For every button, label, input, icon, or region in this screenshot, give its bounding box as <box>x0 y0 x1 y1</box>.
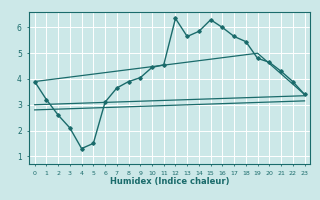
X-axis label: Humidex (Indice chaleur): Humidex (Indice chaleur) <box>110 177 229 186</box>
